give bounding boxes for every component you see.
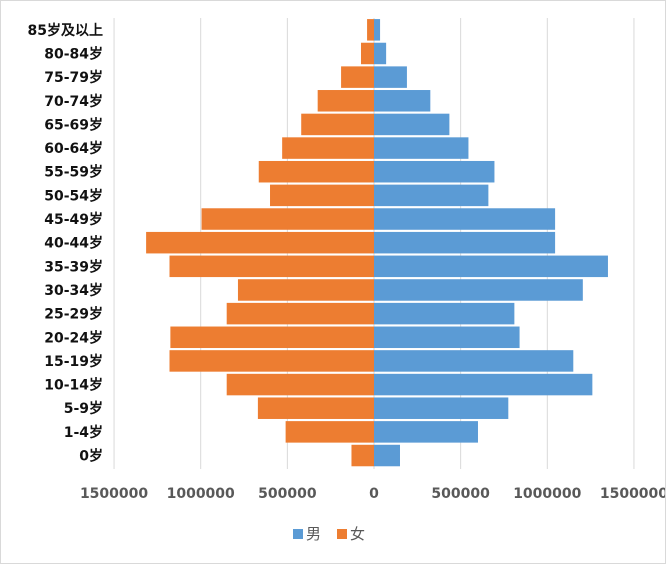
y-tick-label: 10-14岁 xyxy=(44,377,103,394)
y-tick-label: 30-34岁 xyxy=(44,282,103,299)
bar-female xyxy=(146,231,374,254)
bar-female xyxy=(317,90,374,112)
y-tick-label: 1-4岁 xyxy=(64,424,103,441)
y-tick-label: 75-79岁 xyxy=(44,69,103,86)
bar-female xyxy=(226,373,374,396)
legend-label: 男 xyxy=(306,525,321,543)
bar-female xyxy=(237,279,374,301)
y-tick-label: 70-74岁 xyxy=(44,93,103,110)
y-tick-label: 40-44岁 xyxy=(44,235,103,252)
bar-female xyxy=(170,326,374,349)
x-tick-label: 1000000 xyxy=(513,486,581,502)
bar-female xyxy=(351,444,374,467)
y-tick-label: 15-19岁 xyxy=(44,353,103,370)
bar-male xyxy=(374,113,450,136)
bar-male xyxy=(374,42,387,65)
bar-female xyxy=(341,66,374,88)
x-tick-label: 500000 xyxy=(431,486,490,502)
bar-female xyxy=(258,160,374,183)
y-tick-label: 20-24岁 xyxy=(44,329,103,346)
y-axis-labels: 85岁及以上 80-84岁 75-79岁 70-74岁 65-69岁 60-64岁 55-5… xyxy=(28,22,103,465)
bar-female xyxy=(169,255,374,278)
y-tick-label: 45-49岁 xyxy=(44,211,103,228)
legend-swatch xyxy=(293,529,303,539)
bar-female xyxy=(226,302,374,325)
y-tick-label: 65-69岁 xyxy=(44,116,103,133)
bar-male xyxy=(374,373,593,396)
bar-female xyxy=(367,19,374,41)
bar-male xyxy=(374,19,381,41)
x-tick-label: 1500000 xyxy=(80,486,148,502)
bar-male xyxy=(374,255,608,278)
bar-male xyxy=(374,66,407,88)
x-tick-label: 500000 xyxy=(258,486,317,502)
y-tick-label: 35-39岁 xyxy=(44,258,103,275)
bar-male xyxy=(374,421,478,443)
y-tick-label: 50-54岁 xyxy=(44,187,103,204)
bar-female xyxy=(257,397,374,419)
bar-female xyxy=(270,184,374,207)
bar-female xyxy=(285,421,374,443)
bar-male xyxy=(374,208,556,230)
legend-swatch xyxy=(337,529,347,539)
x-tick-label: 1000000 xyxy=(167,486,235,502)
bar-male xyxy=(374,90,431,112)
y-tick-label: 80-84岁 xyxy=(44,45,103,62)
legend: 男女 xyxy=(293,525,365,543)
bar-male xyxy=(374,397,509,419)
bar-male xyxy=(374,160,495,183)
bar-female xyxy=(201,208,374,230)
y-tick-label: 5-9岁 xyxy=(64,400,103,417)
bar-male xyxy=(374,231,556,254)
bar-male xyxy=(374,444,400,467)
bars xyxy=(146,19,608,467)
bar-female xyxy=(361,42,374,65)
bar-male xyxy=(374,137,469,159)
bar-male xyxy=(374,184,489,207)
y-tick-label: 0岁 xyxy=(79,448,103,465)
y-tick-label: 25-29岁 xyxy=(44,306,103,323)
bar-male xyxy=(374,279,583,301)
bar-female xyxy=(301,113,374,136)
bar-female xyxy=(282,137,374,159)
bar-female xyxy=(169,350,374,372)
bar-male xyxy=(374,350,574,372)
legend-label: 女 xyxy=(350,525,365,543)
bar-male xyxy=(374,302,515,325)
x-tick-label: 1500000 xyxy=(600,486,665,502)
y-tick-label: 85岁及以上 xyxy=(28,22,103,39)
x-tick-label: 0 xyxy=(369,486,379,502)
y-tick-label: 60-64岁 xyxy=(44,140,103,157)
x-axis-labels: 1500000 1000000 500000 0 500000 1000000 150000… xyxy=(80,486,666,502)
y-tick-label: 55-59岁 xyxy=(44,164,103,181)
bar-male xyxy=(374,326,520,349)
